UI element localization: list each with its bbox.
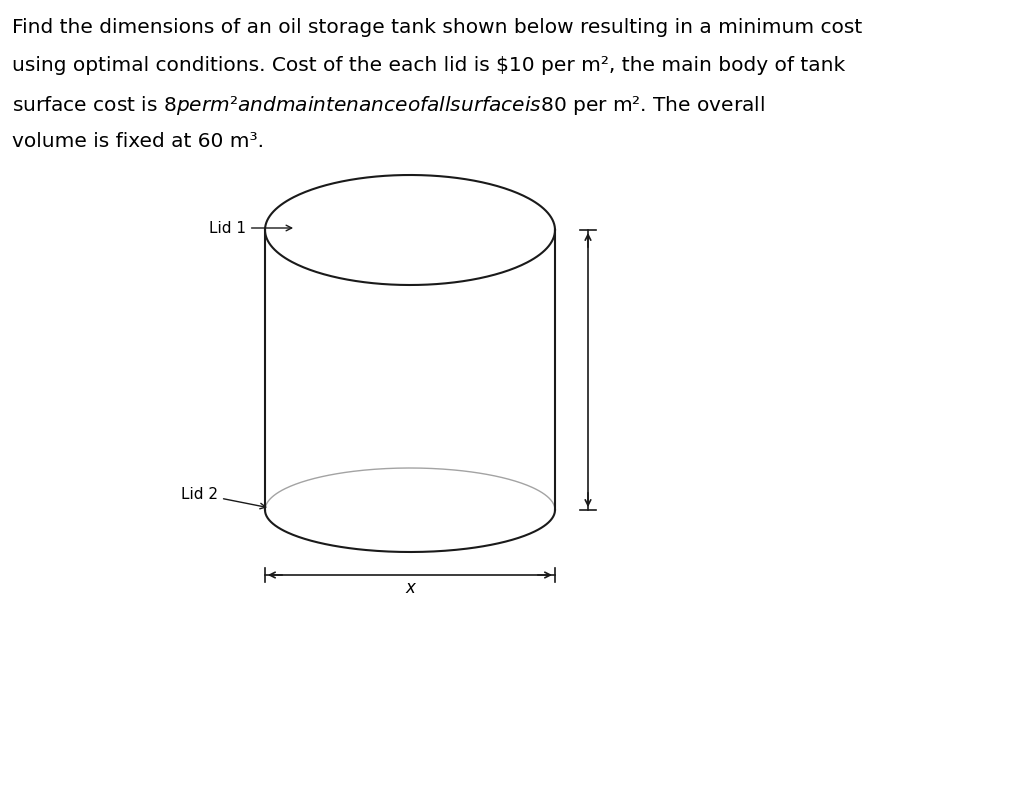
Text: volume is fixed at 60 m³.: volume is fixed at 60 m³. bbox=[12, 132, 264, 151]
Text: Lid 2: Lid 2 bbox=[181, 486, 266, 509]
Text: using optimal conditions. Cost of the each lid is $10 per m², the main body of t: using optimal conditions. Cost of the ea… bbox=[12, 56, 845, 75]
Text: surface cost is $8 per m² and maintenance of all surface is $80 per m². The over: surface cost is $8 per m² and maintenanc… bbox=[12, 94, 765, 117]
Text: x: x bbox=[406, 579, 415, 597]
Text: Lid 1: Lid 1 bbox=[209, 221, 291, 236]
Text: Find the dimensions of an oil storage tank shown below resulting in a minimum co: Find the dimensions of an oil storage ta… bbox=[12, 18, 862, 37]
